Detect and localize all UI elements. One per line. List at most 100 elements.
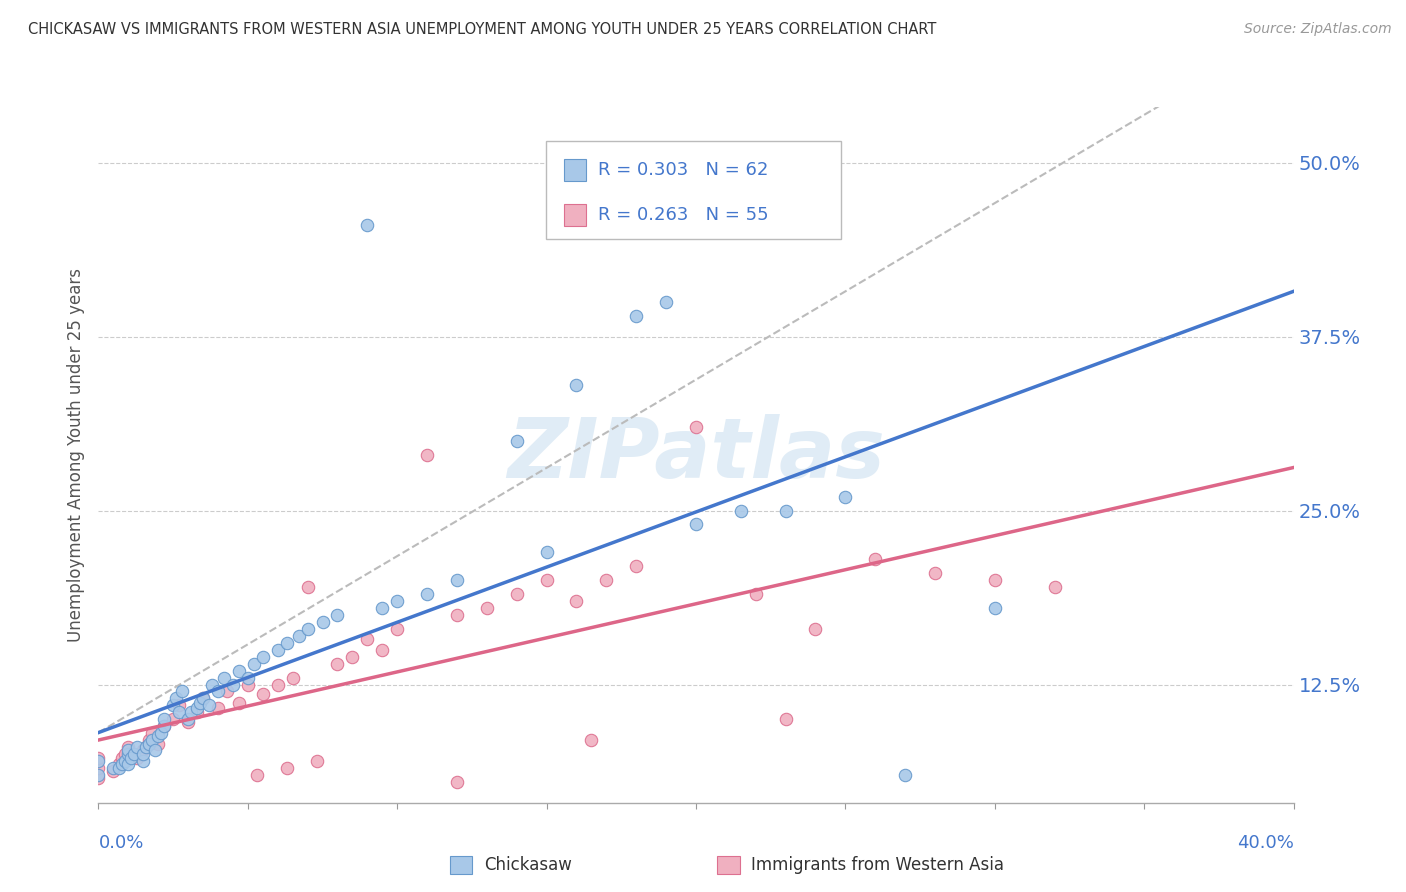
Point <box>207 684 229 698</box>
Point <box>745 587 768 601</box>
Point <box>236 671 259 685</box>
Point <box>287 629 309 643</box>
Point <box>148 737 170 751</box>
Point <box>117 747 139 761</box>
Text: R = 0.263   N = 55: R = 0.263 N = 55 <box>598 206 768 224</box>
Point <box>201 677 224 691</box>
Point <box>103 764 125 778</box>
Point <box>276 761 298 775</box>
Point <box>186 706 208 720</box>
Point <box>127 740 149 755</box>
Point <box>228 696 250 710</box>
Point <box>565 378 588 392</box>
Point <box>117 743 139 757</box>
Text: 40.0%: 40.0% <box>1237 834 1294 852</box>
Point <box>685 517 707 532</box>
Point <box>222 677 245 691</box>
Point <box>356 632 378 646</box>
Point <box>252 687 274 701</box>
Point <box>132 747 155 761</box>
Point <box>165 691 187 706</box>
Point <box>162 698 184 713</box>
Point <box>356 219 378 233</box>
Y-axis label: Unemployment Among Youth under 25 years: Unemployment Among Youth under 25 years <box>66 268 84 642</box>
Point <box>135 740 157 755</box>
Point <box>267 677 290 691</box>
Point <box>177 715 200 730</box>
Point <box>111 751 134 765</box>
Point <box>984 573 1007 587</box>
Point <box>114 747 136 761</box>
Point <box>127 751 149 765</box>
Point <box>243 657 266 671</box>
Point <box>775 712 797 726</box>
Text: ZIPatlas: ZIPatlas <box>508 415 884 495</box>
Point <box>167 698 190 713</box>
Point <box>138 737 160 751</box>
Point <box>124 747 146 761</box>
Point <box>87 768 110 782</box>
Point <box>198 698 221 713</box>
Point <box>87 754 110 768</box>
Point <box>305 754 328 768</box>
Point <box>506 434 529 448</box>
Point <box>416 587 439 601</box>
Point <box>326 657 349 671</box>
Point <box>894 768 917 782</box>
Point <box>141 733 163 747</box>
Point <box>141 726 163 740</box>
Point <box>138 733 160 747</box>
Point <box>246 768 269 782</box>
Point <box>228 664 250 678</box>
Point <box>153 712 176 726</box>
Point <box>276 636 298 650</box>
Point <box>153 719 176 733</box>
Point <box>87 771 110 785</box>
Point <box>143 743 166 757</box>
Point <box>385 622 409 636</box>
Point <box>626 309 648 323</box>
Point <box>865 552 887 566</box>
Point <box>685 420 707 434</box>
Point <box>148 729 170 743</box>
Point <box>191 691 214 706</box>
Point <box>595 573 617 587</box>
Point <box>804 622 827 636</box>
Point <box>177 712 200 726</box>
Point <box>180 706 202 720</box>
Point <box>581 733 603 747</box>
Point <box>626 559 648 574</box>
Point <box>775 503 797 517</box>
Point <box>132 754 155 768</box>
Point <box>108 756 131 771</box>
Point <box>565 594 588 608</box>
Point <box>111 756 134 771</box>
Point <box>267 642 290 657</box>
Point <box>536 573 558 587</box>
Point <box>1043 580 1066 594</box>
Point <box>371 601 394 615</box>
Point <box>730 503 752 517</box>
Point <box>252 649 274 664</box>
Point <box>207 701 229 715</box>
Point <box>475 601 498 615</box>
Point <box>446 775 468 789</box>
Text: R = 0.303   N = 62: R = 0.303 N = 62 <box>598 161 768 179</box>
Point <box>311 615 333 629</box>
Point <box>984 601 1007 615</box>
Point <box>172 684 194 698</box>
Point <box>446 573 468 587</box>
Point <box>446 607 468 622</box>
Text: CHICKASAW VS IMMIGRANTS FROM WESTERN ASIA UNEMPLOYMENT AMONG YOUTH UNDER 25 YEAR: CHICKASAW VS IMMIGRANTS FROM WESTERN ASI… <box>28 22 936 37</box>
Point <box>135 740 157 755</box>
Point <box>215 684 238 698</box>
Point <box>150 726 173 740</box>
Point <box>536 545 558 559</box>
Text: Source: ZipAtlas.com: Source: ZipAtlas.com <box>1244 22 1392 37</box>
Point <box>191 691 214 706</box>
Point <box>506 587 529 601</box>
Point <box>129 747 152 761</box>
Point <box>117 740 139 755</box>
Point <box>132 743 155 757</box>
Point <box>416 448 439 462</box>
